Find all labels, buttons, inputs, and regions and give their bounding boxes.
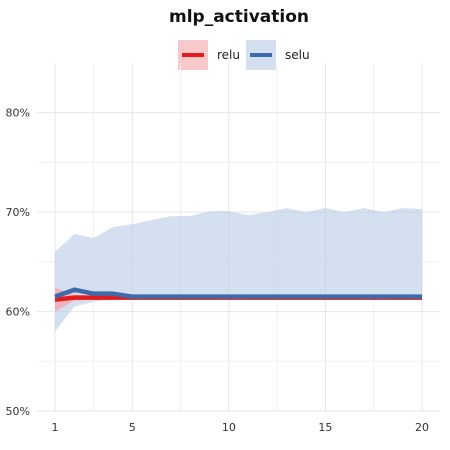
- chart-title: mlp_activation: [169, 7, 309, 27]
- legend: relu selu: [178, 40, 310, 70]
- y-axis-ticks: 50% 60% 70% 80%: [6, 107, 30, 418]
- series-lines: [54, 287, 422, 302]
- x-axis-ticks: 1 5 10 15 20: [52, 421, 430, 434]
- legend-label-selu: selu: [285, 48, 310, 62]
- line-selu: [54, 287, 422, 299]
- y-tick-label: 80%: [6, 107, 30, 120]
- x-tick-label: 1: [52, 421, 59, 434]
- y-tick-label: 50%: [6, 405, 30, 418]
- x-tick-label: 15: [318, 421, 332, 434]
- legend-label-relu: relu: [217, 48, 240, 62]
- x-tick-label: 5: [129, 421, 136, 434]
- y-tick-label: 70%: [6, 206, 30, 219]
- band-selu: [55, 208, 422, 332]
- x-tick-label: 20: [415, 421, 429, 434]
- x-tick-label: 10: [222, 421, 236, 434]
- confidence-bands: [55, 208, 422, 332]
- y-tick-label: 60%: [6, 306, 30, 319]
